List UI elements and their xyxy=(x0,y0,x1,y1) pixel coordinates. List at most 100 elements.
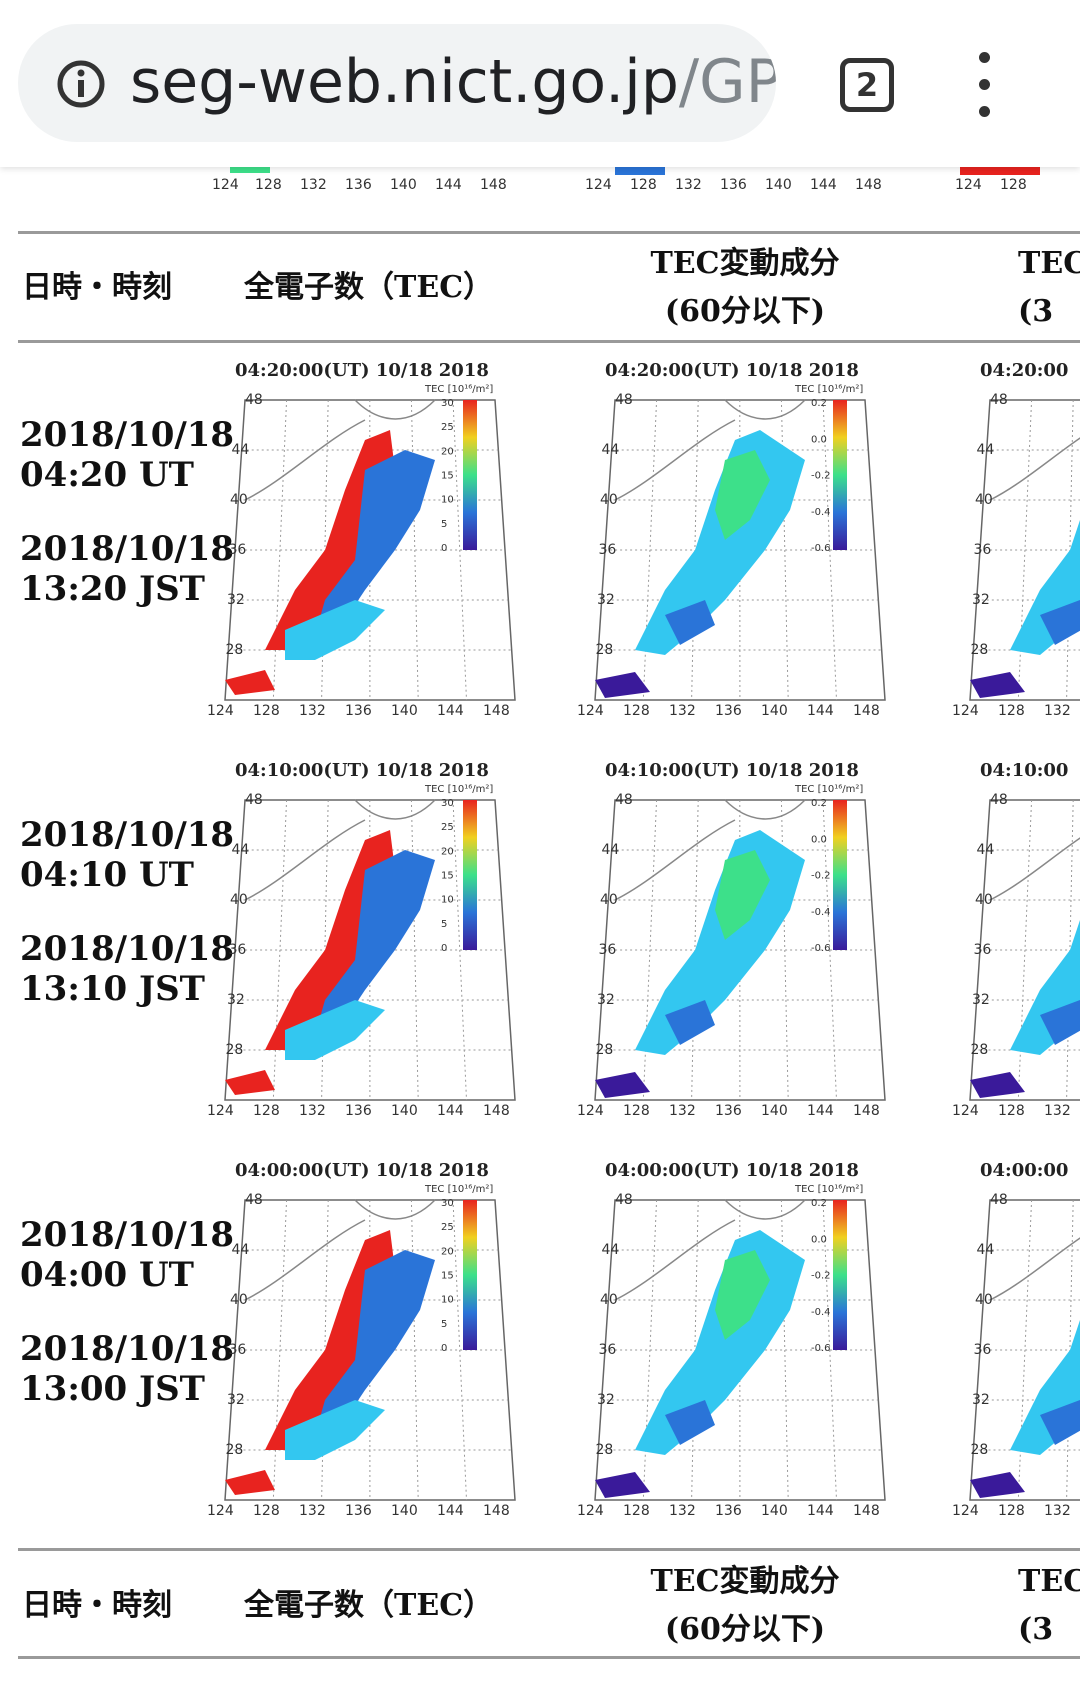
table-divider xyxy=(18,1548,1080,1551)
colorbar-tick: 0 xyxy=(441,543,447,554)
colorbar-title: TEC [10¹⁶/m²] xyxy=(424,384,493,395)
lon-label: 136 xyxy=(715,1103,742,1119)
lon-label: 132 xyxy=(299,703,326,719)
lat-label: 40 xyxy=(975,892,993,908)
footer-header-third-line1: TEC xyxy=(1018,1564,1080,1599)
row-datetime: 2018/10/18 04:00 UT 2018/10/18 13:00 JST xyxy=(20,1215,234,1409)
lon-label: 140 xyxy=(391,1103,418,1119)
third-map-partial: 04:00:0048444036322812412813213614014414… xyxy=(950,1160,1080,1530)
colorbar-tick: -0.2 xyxy=(811,1271,831,1282)
more-vert-icon[interactable] xyxy=(960,52,1008,118)
colorbar-tick: 30 xyxy=(441,798,454,809)
map-plot: 48 44 40 36 32 28 124 128 132 136 140 144 148 TEC [10… xyxy=(577,784,886,1119)
colorbar-tick: 5 xyxy=(441,519,447,530)
svg-text:136: 136 xyxy=(345,177,372,193)
third-map-partial: 04:20:0048444036322812412813213614014414… xyxy=(950,360,1080,730)
spacer xyxy=(20,895,234,929)
url-text[interactable]: seg-web.nict.go.jp/GPS xyxy=(130,42,776,122)
third-map-partial: 04:10:0048444036322812412813213614014414… xyxy=(950,760,1080,1130)
lon-label: 140 xyxy=(761,1503,788,1519)
colorbar-tick: 5 xyxy=(441,919,447,930)
lon-label: 136 xyxy=(715,703,742,719)
colorbar-tick: -0.6 xyxy=(811,943,831,954)
browser-toolbar: seg-web.nict.go.jp/GPS 2 xyxy=(0,0,1080,167)
ut-time: 04:20 UT xyxy=(20,455,194,495)
lat-label: 32 xyxy=(227,1392,245,1408)
tabs-icon[interactable]: 2 xyxy=(840,58,894,112)
map-title: 04:00:00 xyxy=(980,1160,1069,1181)
footer-header-tec: 全電子数（TEC） xyxy=(244,1588,494,1623)
map-plot: 48 44 40 36 32 28 124 128 132 136 140 144 148 TEC [10… xyxy=(207,784,516,1119)
lon-label: 132 xyxy=(299,1103,326,1119)
colorbar-tick: 15 xyxy=(441,471,454,482)
header-third-line2: (3 xyxy=(1018,294,1054,329)
colorbar-tick: 25 xyxy=(441,422,454,433)
lon-label: 124 xyxy=(207,1503,234,1519)
map-title: 04:00:00(UT) 10/18 2018 xyxy=(235,1160,489,1181)
colorbar-tick: 0.2 xyxy=(811,1198,827,1209)
lat-label: 44 xyxy=(232,842,250,858)
colorbar-tick: 30 xyxy=(441,398,454,409)
ut-date: 2018/10/18 xyxy=(20,415,235,455)
lat-label: 28 xyxy=(596,642,614,658)
lon-label: 144 xyxy=(437,703,464,719)
lat-label: 28 xyxy=(596,1042,614,1058)
colorbar-tick: -0.4 xyxy=(811,1307,831,1318)
lon-label: 132 xyxy=(299,1503,326,1519)
lon-label: 148 xyxy=(483,703,510,719)
info-icon[interactable] xyxy=(56,59,106,109)
footer-header-tec-variation-line1: TEC変動成分 xyxy=(650,1564,840,1599)
lat-label: 36 xyxy=(974,542,992,558)
colorbar-tick: 0.2 xyxy=(811,398,827,409)
previous-row-map-dtec: 124 128 132 136 140 144 148 xyxy=(575,167,895,227)
lon-label: 124 xyxy=(212,177,239,193)
ut-time: 04:10 UT xyxy=(20,855,194,895)
lon-label: 128 xyxy=(998,703,1025,719)
lat-label: 40 xyxy=(600,892,618,908)
lon-label: 132 xyxy=(1044,1103,1071,1119)
footer-header-third: TEC (3 xyxy=(1018,1558,1080,1654)
ut-date: 2018/10/18 xyxy=(20,815,235,855)
colorbar-tick: 10 xyxy=(441,895,454,906)
jst-time: 13:00 JST xyxy=(20,1369,205,1409)
lat-label: 48 xyxy=(245,1192,263,1208)
lat-label: 32 xyxy=(597,992,615,1008)
jst-date: 2018/10/18 xyxy=(20,929,235,969)
footer-header-datetime: 日時・時刻 xyxy=(22,1588,172,1623)
lat-label: 40 xyxy=(975,1292,993,1308)
lon-label: 140 xyxy=(761,703,788,719)
tec-map: 04:00:00(UT) 10/18 2018 48 44 40 36 32 28 124 12… xyxy=(205,1160,525,1530)
lon-label: 124 xyxy=(577,1103,604,1119)
lon-label: 144 xyxy=(807,703,834,719)
lon-label: 144 xyxy=(437,1103,464,1119)
footer-header-tec-variation-line2: (60分以下) xyxy=(664,1612,826,1647)
lat-label: 40 xyxy=(600,1292,618,1308)
address-bar[interactable]: seg-web.nict.go.jp/GPS xyxy=(18,24,776,142)
map-title: 04:10:00(UT) 10/18 2018 xyxy=(235,760,489,781)
colorbar-tick: 0.2 xyxy=(811,798,827,809)
svg-text:124: 124 xyxy=(955,177,982,193)
lat-label: 48 xyxy=(245,392,263,408)
header-tec-variation-line1: TEC変動成分 xyxy=(650,246,840,281)
svg-text:144: 144 xyxy=(810,177,837,193)
lat-label: 36 xyxy=(229,942,247,958)
map-title: 04:20:00(UT) 10/18 2018 xyxy=(235,360,489,381)
lon-label: 136 xyxy=(715,1503,742,1519)
colorbar-tick: -0.6 xyxy=(811,1343,831,1354)
lat-label: 28 xyxy=(226,642,244,658)
colorbar-title: TEC [10¹⁶/m²] xyxy=(424,784,493,795)
colorbar-tick: -0.2 xyxy=(811,471,831,482)
svg-text:144: 144 xyxy=(435,177,462,193)
colorbar-tick: 20 xyxy=(441,846,454,857)
lon-label: 144 xyxy=(437,1503,464,1519)
colorbar-title: TEC [10¹⁶/m²] xyxy=(424,1184,493,1195)
lon-label: 148 xyxy=(853,1503,880,1519)
colorbar-tick: 0.0 xyxy=(811,434,827,445)
lon-label: 136 xyxy=(345,1103,372,1119)
lon-label: 140 xyxy=(761,1103,788,1119)
lat-label: 32 xyxy=(972,592,990,608)
lat-label: 44 xyxy=(977,842,995,858)
lon-label: 128 xyxy=(998,1503,1025,1519)
ut-date: 2018/10/18 xyxy=(20,1215,235,1255)
